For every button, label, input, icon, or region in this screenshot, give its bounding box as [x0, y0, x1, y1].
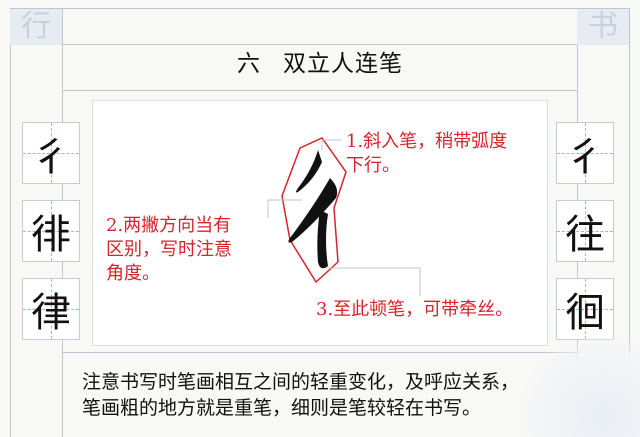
stroke-outline — [281, 137, 347, 284]
frame-top-line — [10, 8, 630, 9]
char-glyph: 徊 — [565, 290, 605, 336]
char-glyph: 徘 — [31, 212, 71, 258]
brush-stroke-shu — [317, 210, 328, 269]
char-glyph: 往 — [565, 212, 605, 258]
char-box: 彳 — [22, 122, 80, 184]
note-2: 2.两撇方向当有 区别，写时注意 角度。 — [106, 214, 232, 286]
note-2-line-3: 角度。 — [106, 263, 160, 284]
note-1-line-1: 1.斜入笔，稍带弧度 — [346, 131, 508, 152]
frame-right-line — [629, 8, 630, 437]
lotus-decoration — [520, 337, 640, 437]
title-text: 双立人连笔 — [283, 51, 403, 77]
char-glyph: 彳 — [565, 134, 605, 180]
explanation-line-2: 笔画粗的地方就是重笔，细则是笔较轻在书写。 — [82, 397, 482, 419]
brush-stroke-second-pie — [288, 178, 338, 243]
brush-stroke-first-pie — [296, 150, 322, 193]
frame-top-line-inner — [10, 44, 630, 45]
title-number: 六 — [237, 51, 261, 77]
char-box: 往 — [556, 200, 614, 262]
note-1: 1.斜入笔，稍带弧度 下行。 — [346, 130, 507, 178]
left-character-column: 彳 徘 律 — [22, 122, 80, 340]
char-box: 彳 — [556, 122, 614, 184]
explanation-line-1: 注意书写时笔画相互之间的轻重变化，及呼应关系， — [82, 371, 520, 393]
leader-line-note-3 — [326, 267, 421, 296]
frame-left-line — [10, 8, 11, 437]
right-character-column: 彳 往 徊 — [556, 122, 614, 340]
note-2-line-1: 2.两撇方向当有 — [106, 215, 232, 236]
char-glyph: 彳 — [31, 134, 71, 180]
frame-bottom-line — [62, 352, 578, 353]
char-box: 徊 — [556, 278, 614, 340]
leader-line-note-1 — [321, 139, 342, 150]
corner-left-char: 行 — [10, 9, 62, 45]
corner-right-char: 书 — [577, 9, 629, 45]
page-title: 六双立人连笔 — [0, 44, 640, 78]
note-3: 3.至此顿笔，可带牵丝。 — [316, 299, 514, 320]
leader-line-note-2 — [267, 199, 302, 218]
frame-title-underline — [62, 90, 578, 91]
char-box: 律 — [22, 278, 80, 340]
char-glyph: 律 — [31, 290, 71, 336]
explanation-text: 注意书写时笔画相互之间的轻重变化，及呼应关系， 笔画粗的地方就是重笔，细则是笔较… — [82, 369, 622, 421]
char-box: 徘 — [22, 200, 80, 262]
note-2-line-2: 区别，写时注意 — [106, 239, 232, 260]
note-1-line-2: 下行。 — [346, 155, 400, 176]
